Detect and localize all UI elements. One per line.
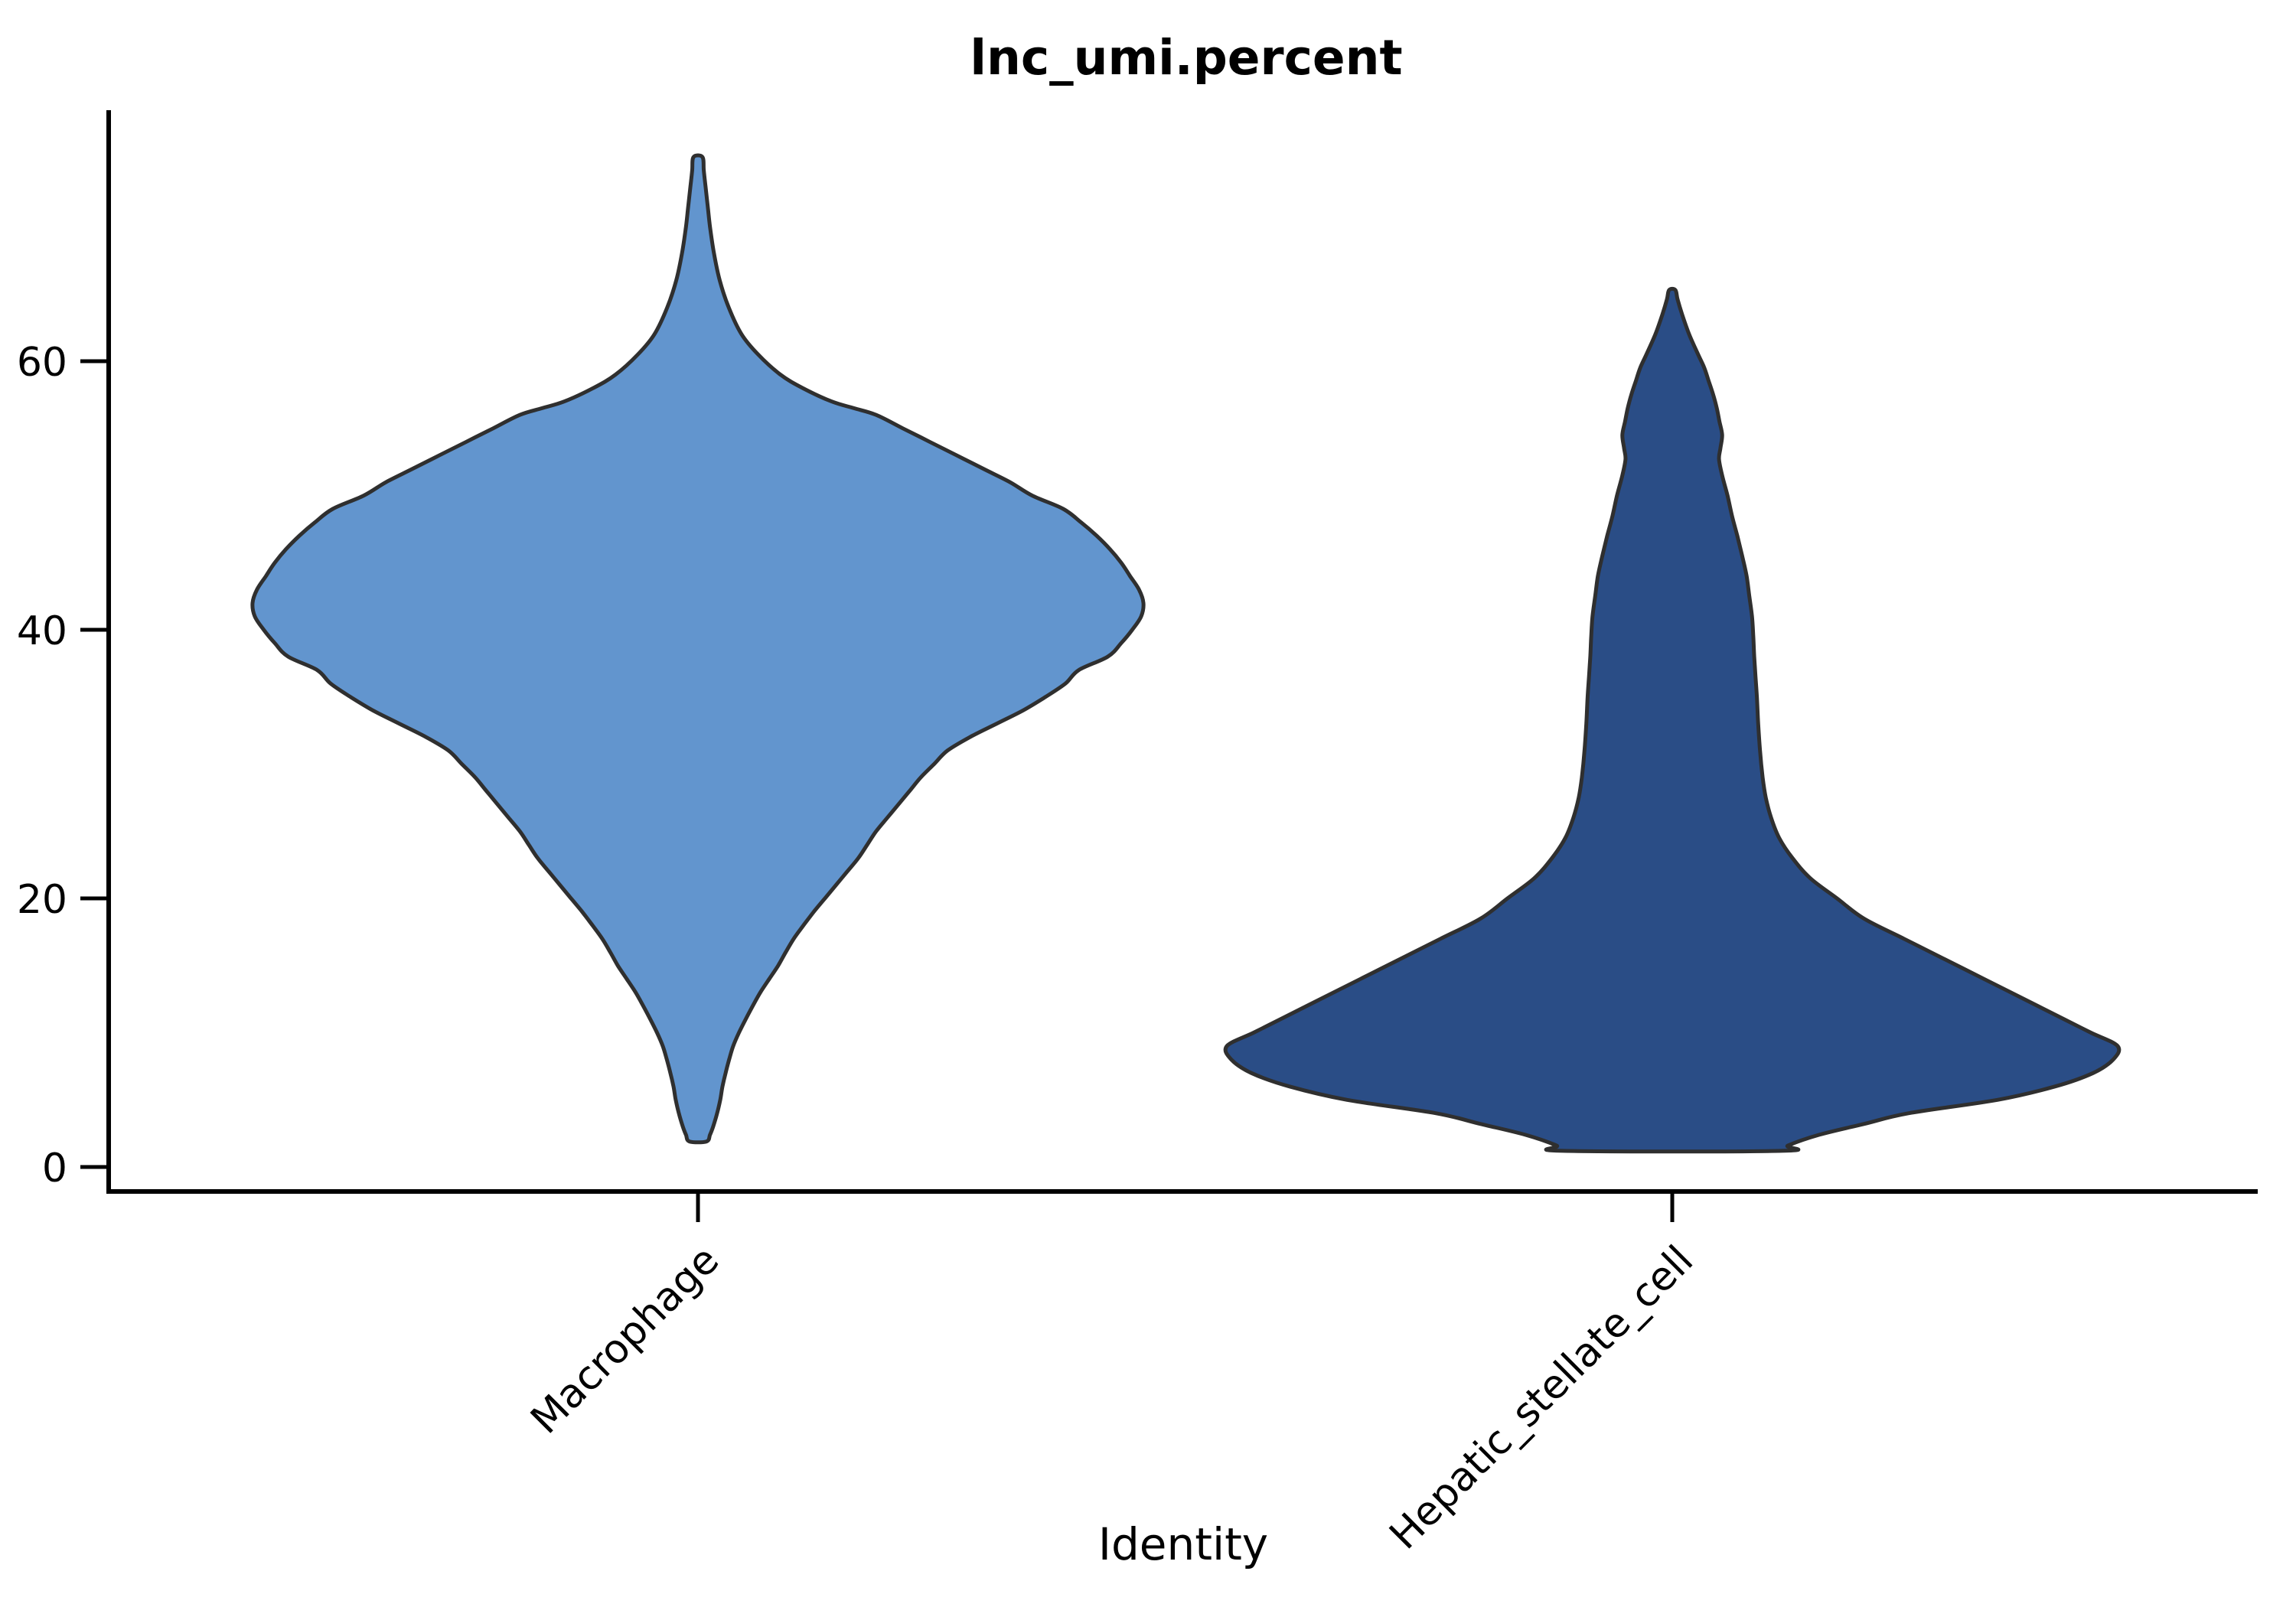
y-tick-label: 60: [17, 340, 67, 386]
y-tick-label: 20: [17, 877, 67, 923]
x-axis-ticks-group: Macrophage Hepatic_stellate_cell: [522, 1194, 1702, 1558]
violin-macrophage: [250, 153, 1146, 1145]
x-axis-title: Identity: [1098, 1518, 1268, 1570]
y-axis-ticks-group: 0 20 40 60: [17, 340, 106, 1191]
axes-group: [106, 110, 2258, 1194]
chart-title: lnc_umi.percent: [970, 30, 1402, 86]
x-tick-label-hepatic-stellate-cell: Hepatic_stellate_cell: [1381, 1237, 1703, 1559]
violins-group: [250, 153, 2122, 1154]
x-tick-label-macrophage: Macrophage: [522, 1237, 728, 1443]
violin-hepatic-stellate-cell: [1223, 286, 2122, 1154]
y-tick-label: 40: [17, 608, 67, 654]
y-tick-label: 0: [42, 1146, 67, 1191]
